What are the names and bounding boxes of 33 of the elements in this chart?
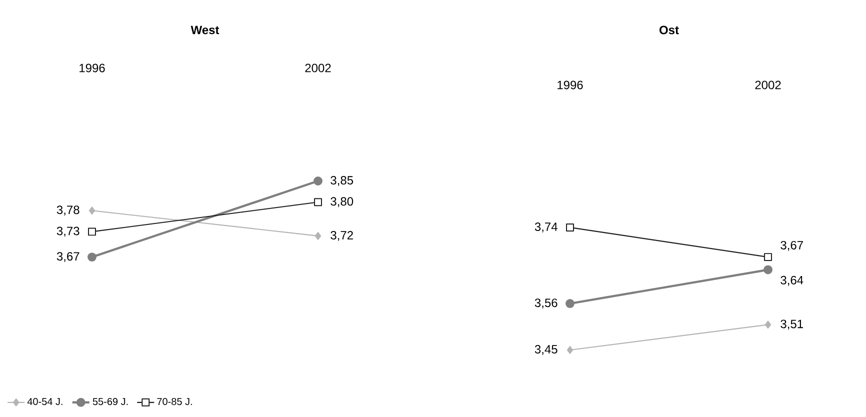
legend-label: 70-85 J. <box>157 398 192 406</box>
chart-title: Ost <box>660 26 679 34</box>
legend-label: 55-69 J. <box>92 398 128 406</box>
data-label: 3,85 <box>330 176 354 186</box>
legend-label: 40-54 J. <box>27 398 62 406</box>
data-label: 3,67 <box>56 252 80 262</box>
data-label: 3,56 <box>534 298 558 308</box>
point <box>764 253 772 262</box>
data-label: 3,51 <box>780 320 803 330</box>
data-label: 3,45 <box>534 345 558 355</box>
data-label: 3,80 <box>330 197 354 208</box>
data-label: 3,72 <box>330 230 353 241</box>
data-label: 3,74 <box>534 222 558 232</box>
point <box>566 346 574 354</box>
x-tick-label: 2002 <box>305 64 331 72</box>
point <box>314 176 322 186</box>
point <box>88 228 96 236</box>
data-label: 3,73 <box>56 226 80 237</box>
point <box>764 320 772 329</box>
chart-title: West <box>190 26 220 34</box>
data-label: 3,64 <box>780 276 804 286</box>
point <box>88 206 96 215</box>
point <box>88 252 96 262</box>
x-tick-label: 1996 <box>558 80 583 90</box>
data-label: 3,78 <box>56 206 80 216</box>
data-label: 3,67 <box>780 240 803 251</box>
point <box>314 232 322 240</box>
point <box>314 198 322 206</box>
point <box>566 299 574 308</box>
x-tick-label: 2002 <box>755 80 781 90</box>
x-tick-label: 1996 <box>80 64 105 72</box>
point <box>764 265 772 274</box>
point <box>566 223 574 232</box>
